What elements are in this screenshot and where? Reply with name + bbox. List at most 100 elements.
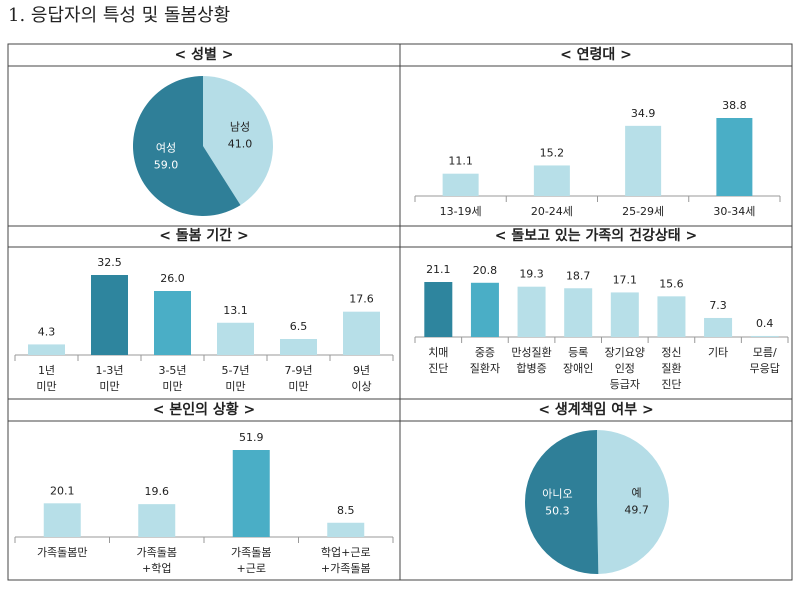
bar (343, 311, 380, 355)
bar (610, 292, 639, 337)
data-label: 17.6 (349, 293, 374, 306)
bar (217, 322, 254, 355)
bar (442, 173, 479, 196)
data-label: 51.9 (239, 431, 264, 444)
x-tick-label: 질환 (661, 362, 681, 375)
panel-title: < 연령대 > (560, 47, 632, 63)
pie-slice (597, 430, 669, 574)
data-label: 8.5 (337, 504, 355, 517)
x-tick-label: 정신 (661, 346, 681, 359)
x-tick-label: 장애인 (563, 362, 593, 375)
x-tick-label: 등록 (568, 346, 588, 359)
data-label: 18.7 (566, 269, 591, 282)
pie-slice (524, 430, 599, 574)
x-tick-label: 7-9년 (284, 364, 312, 377)
data-label: 17.1 (613, 273, 638, 286)
x-tick-label: 가족돌봄 (137, 546, 177, 559)
data-label: 21.1 (426, 263, 451, 276)
x-tick-label: 진단 (661, 378, 681, 391)
bar (327, 522, 365, 537)
x-tick-label: 가족돌봄만 (37, 546, 88, 559)
bar (704, 317, 733, 337)
bar (716, 118, 753, 196)
x-tick-label: 미만 (225, 380, 245, 393)
data-label: 6.5 (290, 320, 308, 333)
data-label: 7.3 (709, 299, 727, 312)
x-tick-label: 치매 (428, 346, 448, 359)
x-tick-label: 진단 (428, 362, 448, 375)
x-tick-label: 25-29세 (622, 205, 664, 218)
slice-label: 아니오 (542, 487, 572, 500)
panel-title: < 성별 > (175, 46, 234, 63)
bar (28, 344, 65, 355)
x-tick-label: 모름/ (753, 346, 777, 359)
bar (91, 275, 128, 355)
x-tick-label: 미만 (162, 380, 182, 393)
data-label: 50.3 (545, 504, 570, 517)
x-tick-label: 30-34세 (713, 205, 755, 218)
data-label: 15.2 (540, 146, 565, 159)
panel-title: < 생계책임 여부 > (538, 401, 653, 418)
x-tick-label: 5-7년 (221, 364, 249, 377)
bar (43, 503, 81, 537)
bar (232, 450, 270, 537)
pie-slice (203, 76, 274, 206)
x-tick-label: 13-19세 (440, 205, 482, 218)
pie-slice (133, 76, 241, 216)
bar (424, 282, 453, 337)
bar (138, 504, 176, 537)
x-tick-label: 학업+근로 (321, 546, 371, 559)
x-tick-label: 장기요양 (605, 346, 645, 359)
x-tick-label: 가족돌봄 (231, 546, 271, 559)
data-label: 0.4 (756, 317, 774, 330)
bar (657, 296, 686, 337)
data-label: 15.6 (659, 277, 684, 290)
x-tick-label: +근로 (237, 562, 266, 575)
data-label: 4.3 (38, 325, 56, 338)
x-tick-label: +가족돌봄 (321, 562, 371, 575)
x-tick-label: 미만 (99, 380, 119, 393)
bar (750, 335, 779, 337)
x-tick-label: 기타 (708, 346, 728, 359)
data-label: 34.9 (631, 107, 656, 120)
bar (533, 165, 570, 196)
data-label: 11.1 (448, 155, 473, 168)
bar (517, 286, 546, 337)
x-tick-label: 중증 (475, 346, 495, 359)
panel-title: < 본인의 상황 > (153, 401, 255, 418)
data-label: 32.5 (97, 256, 122, 269)
x-tick-label: 9년 (353, 364, 370, 377)
x-tick-label: 인정 (615, 362, 635, 375)
data-label: 19.3 (519, 268, 544, 281)
x-tick-label: 만성질환 (511, 346, 551, 359)
x-tick-label: 1년 (38, 364, 55, 377)
x-tick-label: 20-24세 (531, 205, 573, 218)
data-label: 38.8 (722, 99, 747, 112)
page-title: 1. 응답자의 특성 및 돌봄상황 (8, 5, 230, 26)
x-tick-label: 질환자 (470, 362, 500, 375)
slice-label: 여성 (156, 142, 176, 155)
x-tick-label: 합병증 (516, 362, 546, 375)
panel-title: < 돌봄 기간 > (159, 227, 249, 244)
data-label: 19.6 (145, 485, 170, 498)
bar (154, 291, 191, 355)
bar (625, 125, 662, 196)
x-tick-label: 무응답 (750, 362, 780, 375)
x-tick-label: 3-5년 (158, 364, 186, 377)
slice-label: 예 (632, 487, 642, 500)
data-label: 13.1 (223, 304, 248, 317)
x-tick-label: 이상 (351, 380, 371, 393)
data-label: 26.0 (160, 272, 185, 285)
data-label: 49.7 (624, 504, 649, 517)
data-label: 41.0 (228, 137, 253, 150)
bar (280, 339, 317, 355)
bar (470, 282, 499, 337)
data-label: 20.1 (50, 484, 75, 497)
panel-title: < 돌보고 있는 가족의 건강상태 > (495, 227, 697, 244)
x-tick-label: 미만 (36, 380, 56, 393)
data-label: 59.0 (154, 159, 179, 172)
data-label: 20.8 (473, 264, 498, 277)
x-tick-label: 미만 (288, 380, 308, 393)
x-tick-label: 1-3년 (95, 364, 123, 377)
bar (564, 288, 593, 337)
